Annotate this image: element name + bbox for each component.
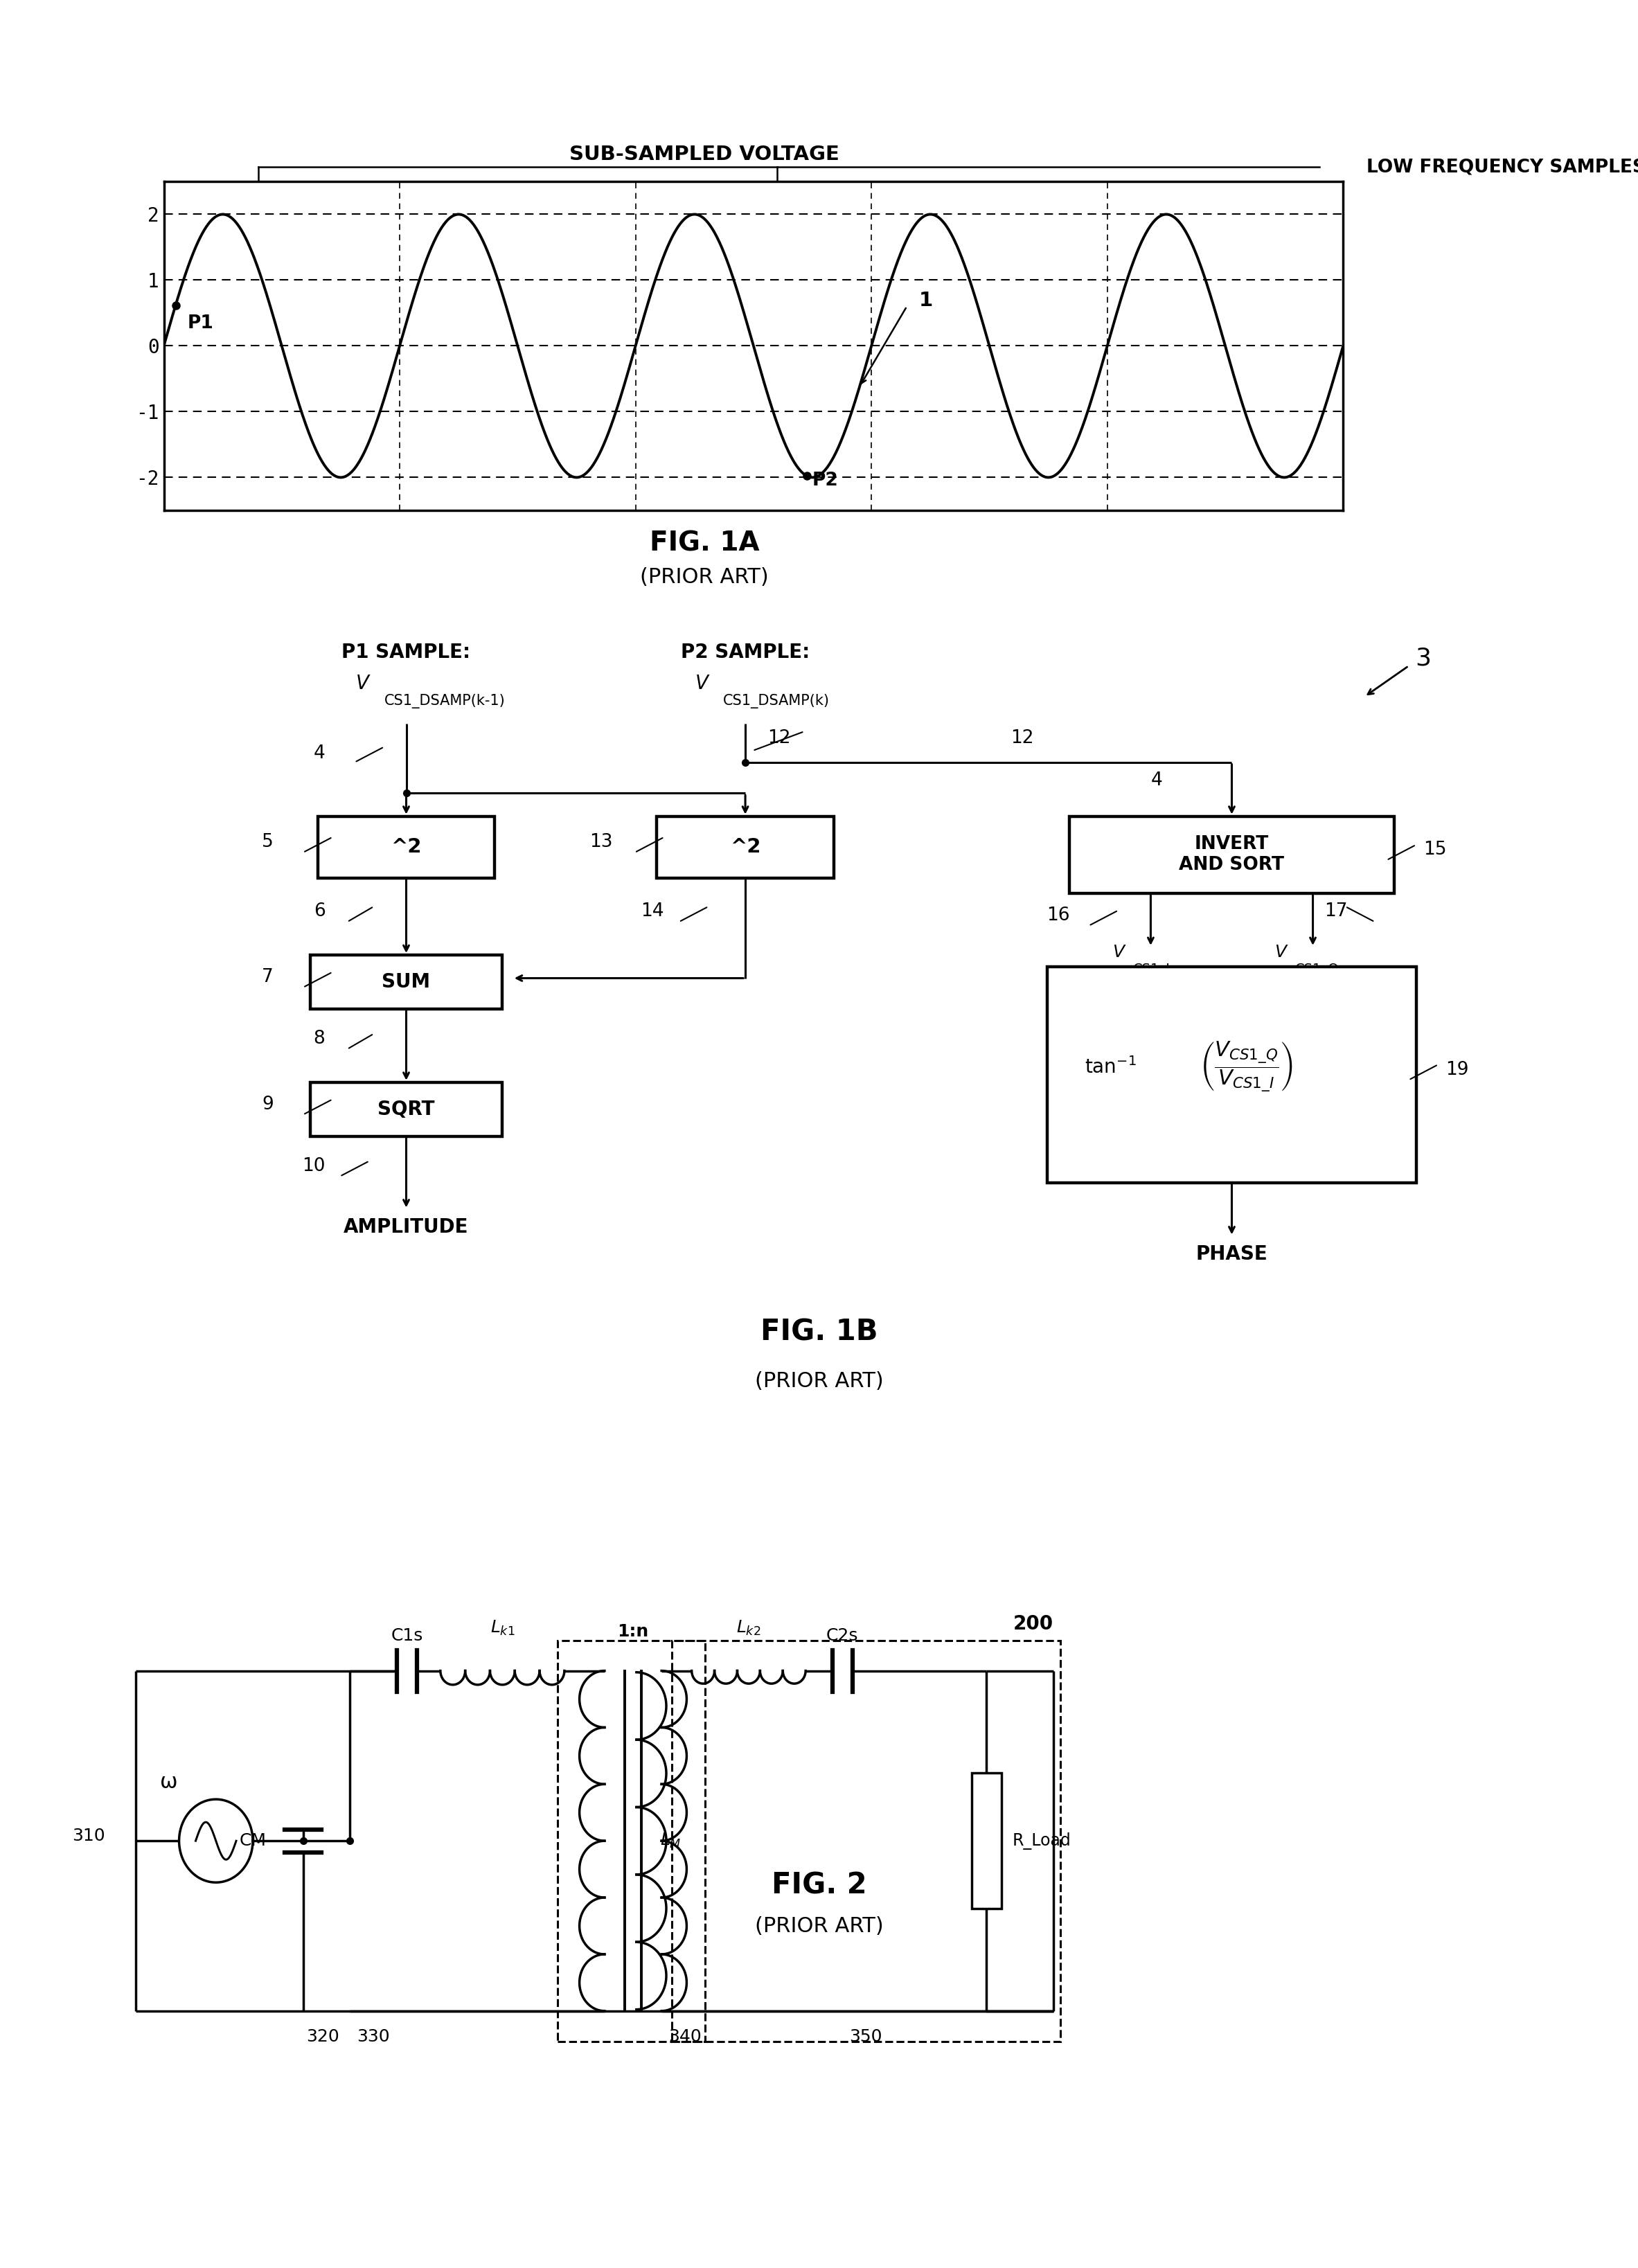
Text: AMPLITUDE: AMPLITUDE: [344, 1218, 468, 1236]
Text: FIG. 2: FIG. 2: [771, 1871, 867, 1901]
Text: 310: 310: [72, 1828, 105, 1844]
Text: $L_M$: $L_M$: [660, 1833, 681, 1851]
Text: CM: CM: [239, 1833, 265, 1848]
Text: 9: 9: [262, 1095, 274, 1114]
Text: V: V: [695, 674, 708, 692]
Text: V: V: [1274, 943, 1286, 962]
Text: 17: 17: [1325, 903, 1348, 921]
Text: 7: 7: [262, 968, 274, 987]
Text: INVERT
AND SORT: INVERT AND SORT: [1179, 835, 1284, 873]
Text: 5: 5: [262, 832, 274, 850]
Text: P1: P1: [187, 315, 213, 333]
Text: ^2: ^2: [391, 837, 421, 857]
Text: 1:n: 1:n: [618, 1624, 649, 1640]
Text: $\left(\dfrac{V_{CS1\_Q}}{V_{CS1\_I}}\right)$: $\left(\dfrac{V_{CS1\_Q}}{V_{CS1\_I}}\ri…: [1199, 1041, 1294, 1093]
Text: CS1_Q: CS1_Q: [1296, 964, 1340, 975]
Text: FIG. 1B: FIG. 1B: [760, 1318, 878, 1347]
Text: P2 SAMPLE:: P2 SAMPLE:: [681, 642, 809, 662]
FancyBboxPatch shape: [318, 816, 495, 878]
Text: tan$^{-1}$: tan$^{-1}$: [1084, 1057, 1137, 1077]
Text: 1: 1: [919, 290, 932, 311]
Text: R_Load: R_Load: [1012, 1833, 1071, 1848]
Text: ^2: ^2: [731, 837, 760, 857]
Text: CS1_DSAMP(k-1): CS1_DSAMP(k-1): [383, 694, 505, 708]
Text: V: V: [355, 674, 370, 692]
Text: P2: P2: [812, 472, 839, 490]
Text: PHASE: PHASE: [1196, 1245, 1268, 1263]
Text: $L_{k2}$: $L_{k2}$: [737, 1619, 762, 1637]
Text: LOW FREQUENCY SAMPLES: LOW FREQUENCY SAMPLES: [1366, 159, 1638, 177]
Text: SUM: SUM: [382, 973, 431, 991]
Bar: [971, 1774, 1001, 1910]
FancyBboxPatch shape: [311, 1082, 503, 1136]
Text: 4: 4: [1150, 771, 1163, 789]
FancyBboxPatch shape: [311, 955, 503, 1009]
Text: V: V: [1112, 943, 1124, 962]
Text: ω: ω: [161, 1771, 179, 1792]
FancyBboxPatch shape: [1048, 966, 1415, 1182]
Text: 340: 340: [668, 2028, 701, 2046]
Text: 6: 6: [313, 903, 324, 921]
Text: 330: 330: [357, 2028, 390, 2046]
Text: 8: 8: [313, 1030, 324, 1048]
Text: (PRIOR ART): (PRIOR ART): [640, 567, 768, 587]
Text: SUB-SAMPLED VOLTAGE: SUB-SAMPLED VOLTAGE: [570, 145, 839, 163]
Text: $L_{k1}$: $L_{k1}$: [490, 1619, 514, 1637]
Text: C1s: C1s: [391, 1628, 423, 1644]
Text: 15: 15: [1423, 841, 1446, 860]
FancyBboxPatch shape: [1070, 816, 1394, 894]
Text: C2s: C2s: [826, 1628, 858, 1644]
Text: 16: 16: [1047, 907, 1070, 925]
Text: (PRIOR ART): (PRIOR ART): [755, 1370, 883, 1390]
Text: 12: 12: [767, 728, 791, 746]
Text: 200: 200: [1014, 1615, 1053, 1633]
Text: 350: 350: [848, 2028, 881, 2046]
Text: 320: 320: [306, 2028, 339, 2046]
Text: CS1_I: CS1_I: [1133, 964, 1170, 975]
Text: FIG. 1A: FIG. 1A: [649, 531, 760, 556]
Text: CS1_DSAMP(k): CS1_DSAMP(k): [724, 694, 830, 708]
Text: (PRIOR ART): (PRIOR ART): [755, 1916, 883, 1937]
Text: 4: 4: [313, 744, 324, 762]
Text: 19: 19: [1446, 1061, 1469, 1080]
Text: 13: 13: [590, 832, 613, 850]
Text: 14: 14: [640, 903, 665, 921]
Text: 12: 12: [1011, 728, 1034, 746]
Text: 3: 3: [1415, 646, 1432, 669]
Text: SQRT: SQRT: [378, 1100, 434, 1118]
Text: 10: 10: [301, 1157, 324, 1175]
FancyBboxPatch shape: [657, 816, 834, 878]
Text: P1 SAMPLE:: P1 SAMPLE:: [342, 642, 470, 662]
